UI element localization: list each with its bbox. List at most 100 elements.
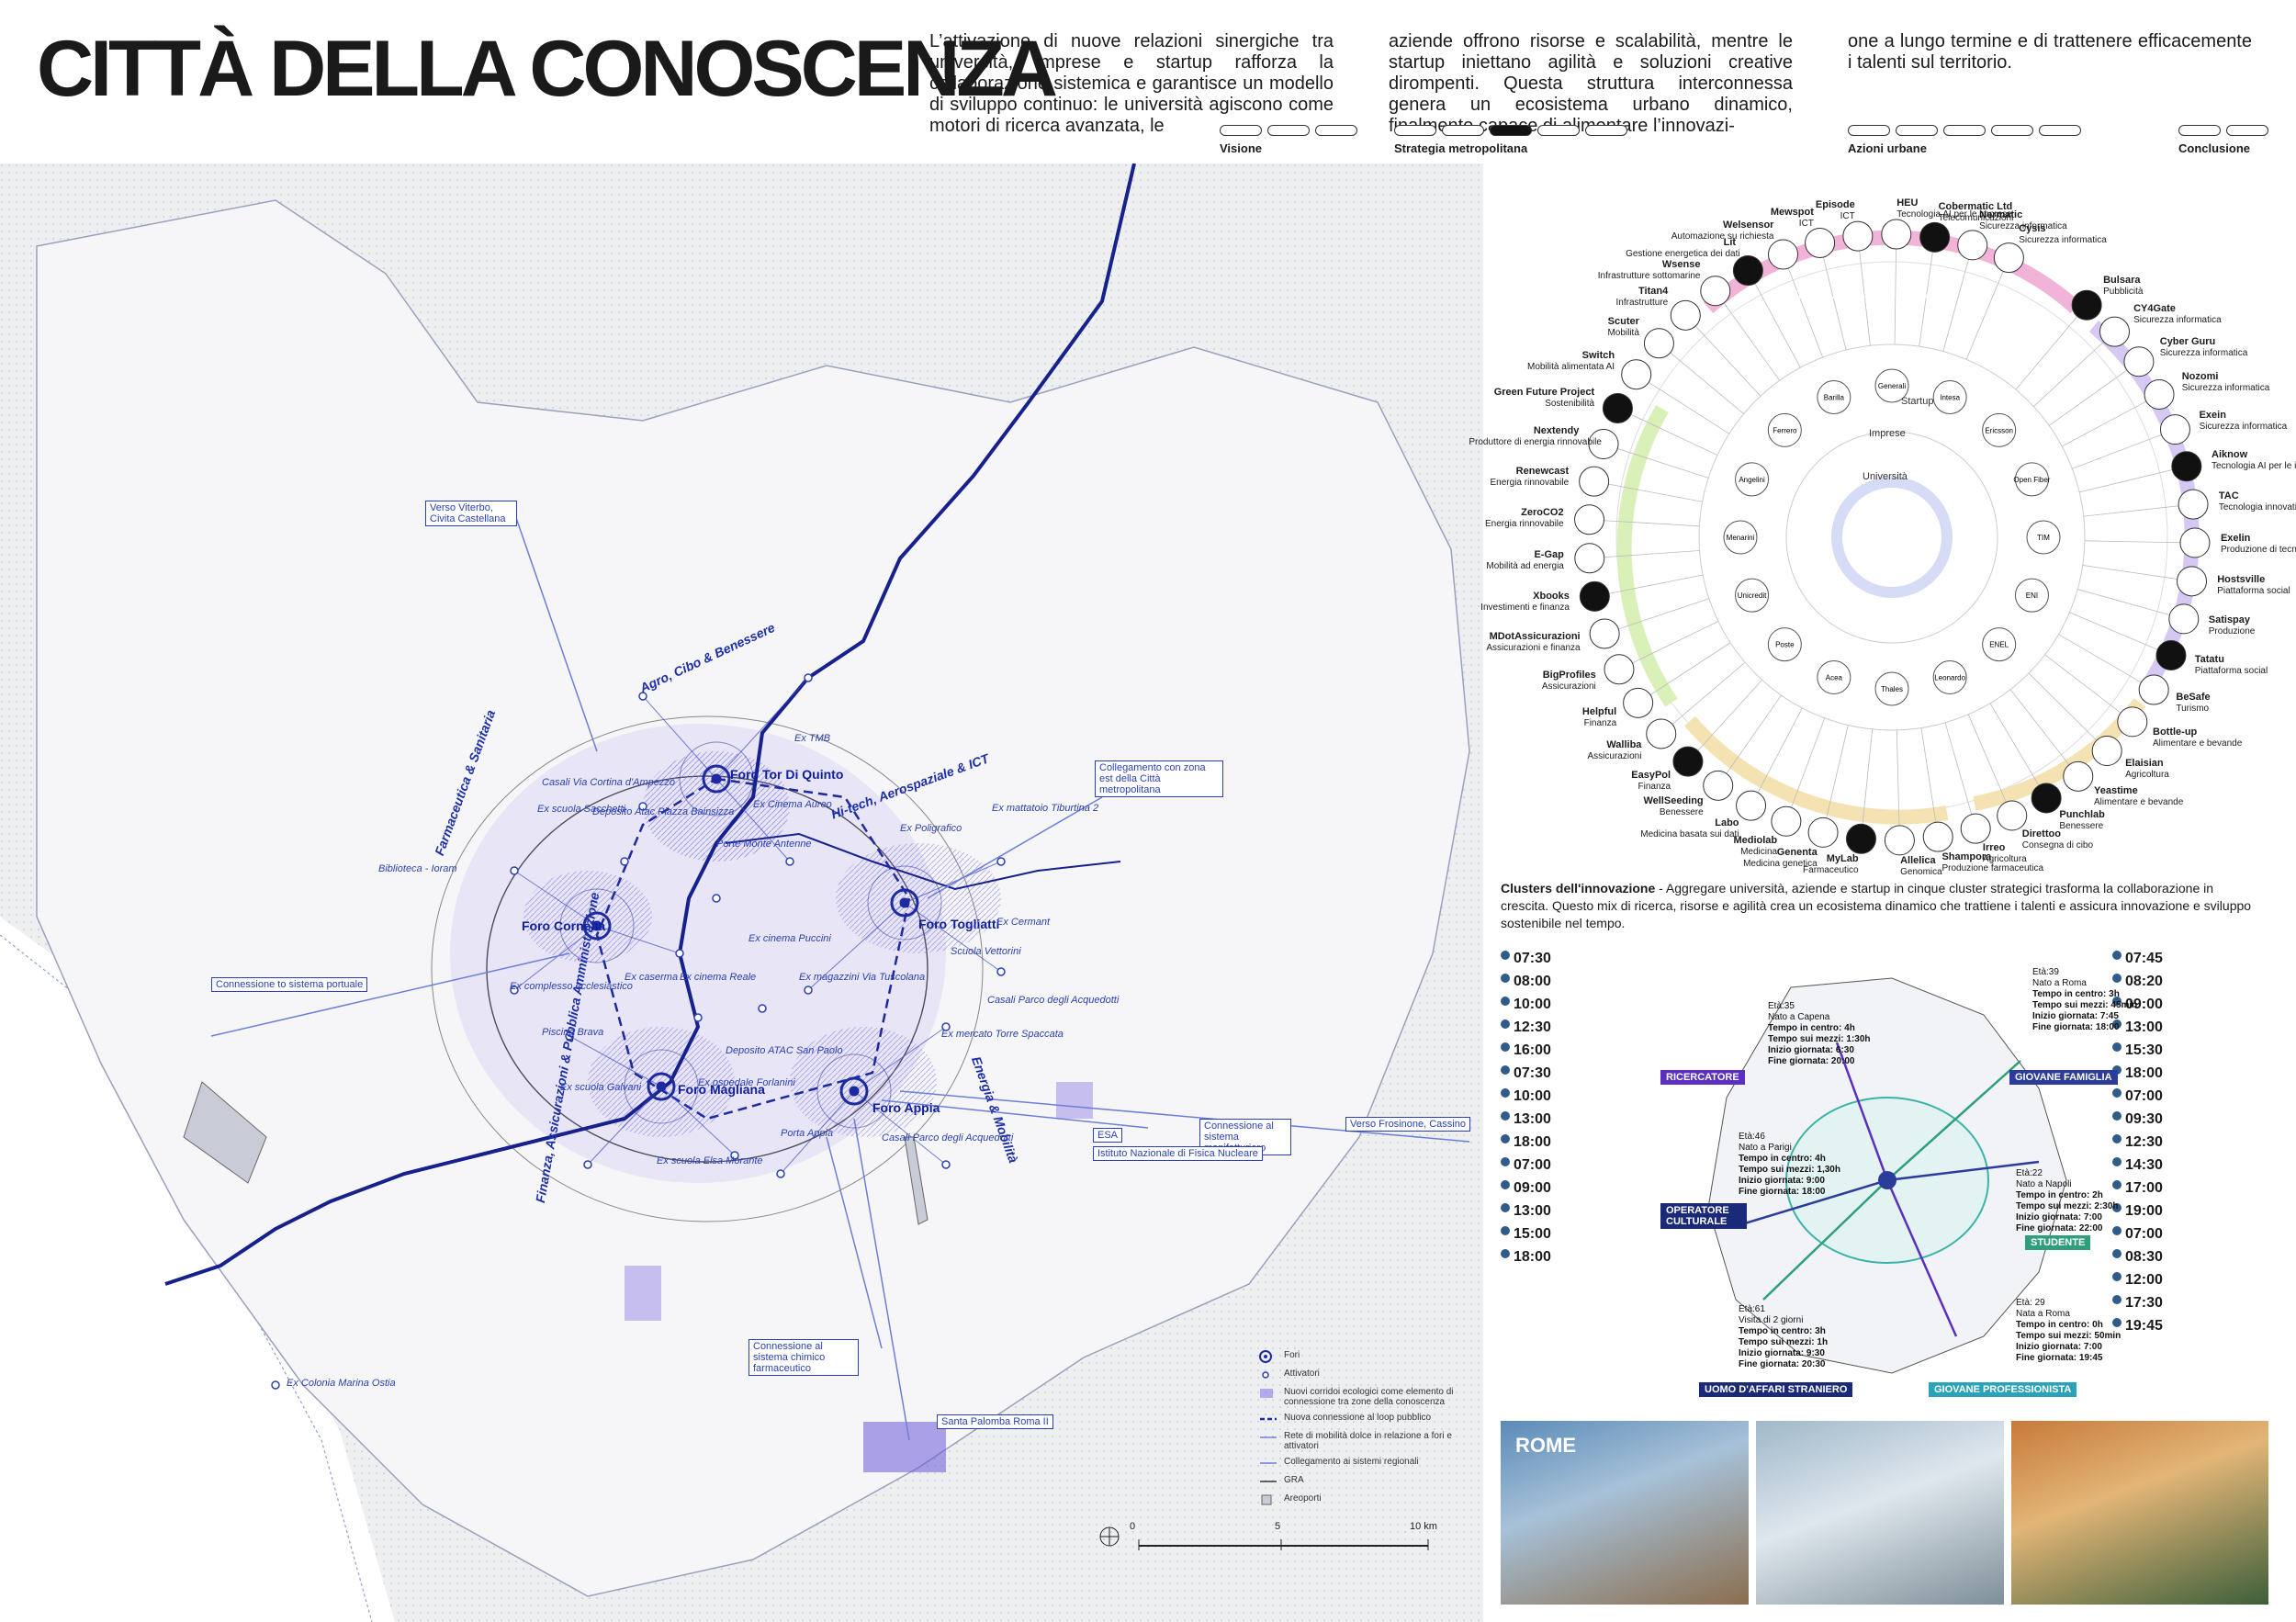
startup-label[interactable]: Irreo Agricoltura [1983,842,2027,865]
company-logo-node[interactable] [1817,380,1851,415]
startup-label[interactable]: Xbooks Investimenti e finanza [1459,591,1570,614]
place-label[interactable]: Ex magazzini Via Tuscolana [799,972,926,983]
startup-logo-node[interactable] [1845,823,1876,854]
startup-logo-node[interactable] [1579,580,1610,612]
foro-label[interactable]: Foro Appia [872,1100,940,1115]
startup-label[interactable]: EasyPol Finanza [1560,770,1671,793]
company-logo-node[interactable] [1767,627,1802,662]
startup-label[interactable]: Elaisian Agricoltura [2125,758,2169,781]
startup-label[interactable]: Satispay Produzione [2209,614,2256,637]
startup-label[interactable]: Labo Medicina basata sui dati [1629,817,1739,840]
startup-logo-node[interactable] [1922,821,1953,852]
place-label[interactable]: Ex Poligrafico [900,823,962,834]
startup-logo-node[interactable] [2144,378,2175,410]
foro-label[interactable]: Foro Tor Di Quinto [730,767,844,782]
startup-logo-node[interactable] [1842,220,1874,252]
company-logo-node[interactable] [1735,462,1770,497]
place-label[interactable]: Ex Cinema Aureo [753,799,832,810]
startup-logo-node[interactable] [2177,566,2208,597]
innovation-radial-diagram[interactable]: TIM ENI ENEL Leonardo Thales Acea Poste Unicred… [1469,170,2296,877]
startup-label[interactable]: Helpful Finanza [1506,706,1616,729]
step-visione[interactable]: Visione [1220,125,1357,155]
startup-logo-node[interactable] [1646,718,1677,749]
startup-label[interactable]: Titan4 Infrastrutture [1558,286,1669,309]
startup-logo-node[interactable] [1579,466,1610,497]
persona-badge[interactable]: GIOVANE PROFESSIONISTA [1929,1382,2077,1397]
startup-label[interactable]: MDotAssicurazioni Assicurazioni e finanza [1470,631,1580,654]
startup-logo-node[interactable] [1881,219,1912,250]
place-label[interactable]: Porte Monte Antenne [716,839,812,850]
company-logo-node[interactable] [1817,659,1851,694]
step-azioni[interactable]: Azioni urbane [1848,125,2081,155]
startup-logo-node[interactable] [1602,392,1633,423]
startup-logo-node[interactable] [1919,221,1951,253]
startup-logo-node[interactable] [1993,242,2024,274]
place-label[interactable]: Casali Parco degli Acquedotti [987,995,1120,1006]
persona-badge[interactable]: STUDENTE [2025,1235,2091,1250]
company-logo-node[interactable] [1723,520,1758,555]
startup-logo-node[interactable] [1768,239,1799,270]
startup-label[interactable]: Cobermatic Ltd Telecomunicazioni [1939,201,2014,224]
company-logo-node[interactable] [2026,520,2061,555]
startup-label[interactable]: Nermatic Sicurezza informatica [1979,209,2067,232]
company-logo-node[interactable] [1874,671,1909,706]
startup-label[interactable]: Yeastime Alimentare e bevande [2094,785,2183,808]
place-label[interactable]: Casali Via Cortina d'Ampezzo [542,777,675,788]
startup-label[interactable]: HEU Tecnologia AI per le imprese [1896,197,2012,220]
company-logo-node[interactable] [1735,578,1770,613]
startup-logo-node[interactable] [2138,674,2169,705]
startup-label[interactable]: Cyber Guru Sicurezza informatica [2160,336,2248,359]
startup-logo-node[interactable] [1700,276,1731,307]
startup-logo-node[interactable] [2179,527,2211,558]
place-label[interactable]: Deposito Atac Piazza Bainsizza [592,806,735,817]
startup-logo-node[interactable] [2031,783,2062,814]
startup-label[interactable]: Nextendy Produttore di energia rinnovabil… [1469,425,1602,448]
company-logo-node[interactable] [1932,380,1967,415]
startup-label[interactable]: Wsense Infrastrutture sottomarine [1590,259,1701,282]
place-label[interactable]: Ex Cermant [996,917,1051,928]
startup-label[interactable]: Mediolab Medicina [1667,835,1777,858]
startup-logo-node[interactable] [1807,817,1839,848]
startup-logo-node[interactable] [2159,414,2190,445]
place-label[interactable]: Biblioteca - Ioram [378,863,457,874]
startup-logo-node[interactable] [2071,289,2102,321]
persona-badge[interactable]: OPERATORE CULTURALE [1660,1203,1747,1229]
startup-logo-node[interactable] [1960,813,1991,844]
place-label[interactable]: Ex TMB [794,733,831,744]
startup-label[interactable]: MyLab Farmaceutico [1749,853,1859,876]
startup-label[interactable]: Tatatu Piattaforma social [2195,654,2268,677]
step-strategia[interactable]: Strategia metropolitana [1394,125,1627,155]
place-label[interactable]: Scuola Vettorini [951,946,1021,957]
persona-badge[interactable]: RICERCATORE [1660,1070,1745,1085]
company-logo-node[interactable] [1982,627,2017,662]
place-label[interactable]: Ex mattatoio Tiburtina 2 [992,803,1099,814]
startup-label[interactable]: Punchlab Benessere [2059,809,2105,832]
startup-logo-node[interactable] [1589,618,1620,649]
place-label[interactable]: Ex cinema Reale [680,972,757,983]
startup-logo-node[interactable] [1604,654,1635,685]
foro-label[interactable]: Foro Magliana [678,1082,765,1097]
startup-logo-node[interactable] [1574,543,1605,574]
startup-label[interactable]: Direttoo Consegna di cibo [2022,828,2093,851]
startup-label[interactable]: Shampora Produzione farmaceutica [1941,851,2043,874]
company-logo-node[interactable] [2014,578,2049,613]
startup-logo-node[interactable] [1736,790,1767,821]
startup-label[interactable]: BeSafe Turismo [2176,692,2210,715]
startup-logo-node[interactable] [2171,451,2202,482]
foro-label[interactable]: Foro Cornelia [522,918,606,933]
startup-logo-node[interactable] [1643,328,1674,359]
startup-logo-node[interactable] [1884,825,1915,856]
company-logo-node[interactable] [1767,412,1802,447]
startup-label[interactable]: Nozomi Sicurezza informatica [2182,371,2270,394]
startup-logo-node[interactable] [2123,346,2155,377]
startup-label[interactable]: Welsensor Automazione su richiesta [1663,220,1774,242]
startup-label[interactable]: WellSeeding Benessere [1593,795,1703,818]
startup-logo-node[interactable] [1621,359,1652,390]
startup-logo-node[interactable] [2099,316,2130,347]
startup-logo-node[interactable] [2117,706,2148,738]
company-logo-node[interactable] [1874,368,1909,403]
startup-logo-node[interactable] [1670,299,1701,331]
